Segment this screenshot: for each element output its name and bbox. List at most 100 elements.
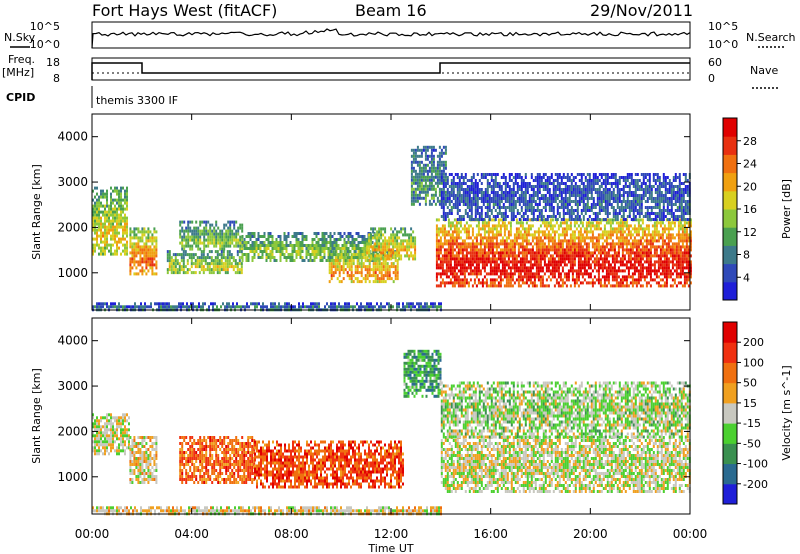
power-cell xyxy=(475,236,478,240)
power-cell xyxy=(562,203,565,206)
power-cell xyxy=(573,278,576,282)
power-cell xyxy=(149,230,152,234)
power-cell xyxy=(172,271,175,275)
power-cell xyxy=(665,278,668,282)
power-cell xyxy=(334,253,337,257)
power-cell xyxy=(291,256,294,259)
power-cell xyxy=(593,236,596,240)
power-cell xyxy=(471,254,474,258)
power-cell xyxy=(118,231,120,235)
power-cell xyxy=(453,269,456,273)
power-cell xyxy=(378,230,381,234)
power-cell xyxy=(529,254,532,258)
power-cell xyxy=(197,238,200,242)
power-cell xyxy=(538,212,541,215)
power-cell xyxy=(360,271,363,275)
power-cell xyxy=(245,259,248,262)
power-cell xyxy=(611,242,614,246)
power-cell xyxy=(625,227,628,231)
power-cell xyxy=(585,263,588,267)
power-cell xyxy=(489,272,492,276)
power-cell xyxy=(475,254,478,258)
power-cell xyxy=(194,262,197,266)
power-cell xyxy=(186,253,189,257)
power-cell xyxy=(440,148,443,152)
power-cell xyxy=(635,260,638,264)
power-cell xyxy=(455,251,458,255)
power-cell xyxy=(552,209,555,212)
power-cell xyxy=(486,212,489,215)
power-cell xyxy=(535,239,538,243)
power-cell xyxy=(362,265,365,269)
power-cell xyxy=(513,266,516,270)
power-cell xyxy=(532,188,535,191)
power-cell xyxy=(199,220,202,224)
power-cell xyxy=(559,263,562,267)
power-cell xyxy=(293,244,296,247)
power-cell xyxy=(327,241,330,244)
power-cell xyxy=(437,218,440,222)
power-cell xyxy=(518,218,521,221)
power-cell xyxy=(202,253,205,257)
power-cell xyxy=(481,260,484,264)
power-cell xyxy=(197,244,200,248)
power-cell xyxy=(491,260,494,264)
power-cell xyxy=(386,250,389,254)
power-cell xyxy=(573,230,576,234)
power-cell xyxy=(120,189,122,193)
power-cell xyxy=(438,178,441,182)
power-cell xyxy=(376,280,379,284)
power-cell xyxy=(545,224,548,228)
power-cell xyxy=(473,236,476,240)
power-cell xyxy=(502,218,505,221)
power-cell xyxy=(221,232,224,236)
power-cell xyxy=(116,192,118,196)
power-cell xyxy=(120,198,122,202)
power-cell xyxy=(416,163,419,167)
power-cell xyxy=(330,250,333,254)
power-cell xyxy=(488,182,491,185)
power-cell xyxy=(536,218,539,221)
power-cell xyxy=(617,281,620,285)
power-cell xyxy=(474,182,477,185)
power-cell xyxy=(370,245,373,249)
power-cell xyxy=(444,166,447,170)
power-cell xyxy=(515,233,518,237)
power-cell xyxy=(190,271,193,275)
power-cell xyxy=(129,230,132,234)
power-cell xyxy=(207,232,210,236)
power-cell xyxy=(346,262,349,266)
power-cell xyxy=(456,200,459,203)
power-cell xyxy=(422,178,425,182)
power-cell xyxy=(384,242,387,246)
power-cell xyxy=(661,227,664,231)
power-cell xyxy=(575,281,578,285)
power-cell xyxy=(307,247,310,250)
power-cell xyxy=(520,194,523,197)
power-cell xyxy=(605,254,608,258)
power-cell xyxy=(135,260,138,264)
power-cell xyxy=(585,236,588,240)
power-cell xyxy=(116,216,118,220)
power-cell xyxy=(319,259,322,262)
power-cell xyxy=(507,221,510,225)
power-cell xyxy=(619,242,622,246)
power-cell xyxy=(477,266,480,270)
power-cell xyxy=(567,224,570,228)
power-cell xyxy=(534,191,537,194)
power-cell xyxy=(102,204,104,208)
power-cell xyxy=(474,215,477,218)
power-cell xyxy=(226,253,229,257)
power-cell xyxy=(466,185,469,188)
power-cell xyxy=(525,236,528,240)
power-cell xyxy=(683,281,686,285)
power-cell xyxy=(465,281,468,285)
power-cell xyxy=(484,173,487,176)
power-cell xyxy=(557,269,560,273)
power-cell xyxy=(493,236,496,240)
power-cell xyxy=(490,173,493,176)
power-cell xyxy=(133,242,136,246)
power-cell xyxy=(601,236,604,240)
power-cell xyxy=(122,234,124,238)
power-cell xyxy=(635,284,638,288)
